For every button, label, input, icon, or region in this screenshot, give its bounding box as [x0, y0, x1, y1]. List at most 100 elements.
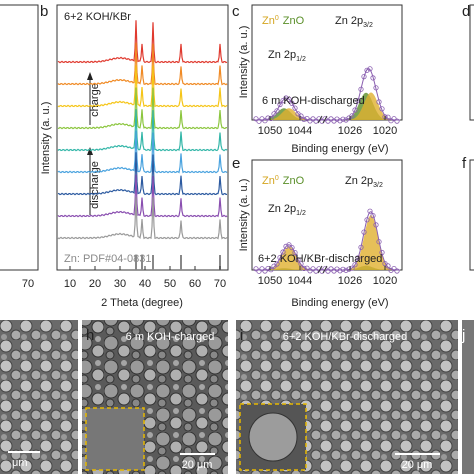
peak-label: Zn 2p3/2 [345, 175, 383, 189]
y-label: Intensity (a. u.) [238, 179, 250, 252]
panel-j: j [461, 320, 474, 474]
xps-point [301, 116, 307, 123]
xrd-curve [57, 174, 228, 218]
xps-point [292, 250, 298, 256]
xrd-curve [57, 152, 227, 196]
xps-point [355, 255, 361, 261]
xps-point [298, 261, 304, 267]
x-label: Binding energy (eV) [291, 297, 388, 309]
xps-point [379, 249, 385, 256]
xps-point [340, 266, 346, 272]
xps-point [385, 114, 391, 120]
x-tick-label: 50 [164, 278, 176, 290]
xps-component [255, 92, 400, 120]
xps-point [289, 100, 295, 107]
xps-point [271, 111, 277, 117]
xps-point [277, 101, 283, 108]
charge-label: charge [89, 83, 101, 117]
xps-point [358, 86, 364, 92]
xps-point [376, 239, 382, 245]
xps-point [337, 118, 343, 124]
annotation: 6+2 KOH/KBr [64, 11, 131, 23]
xps-point [274, 108, 280, 114]
xps-point [352, 262, 358, 268]
x-tick-label: 1044 [288, 125, 312, 137]
xps-point [367, 66, 373, 72]
xrd-curve [57, 87, 227, 130]
x-label: 2 Theta (degree) [101, 297, 183, 309]
x-label: Binding energy (eV) [291, 143, 388, 155]
xps-point [373, 85, 379, 91]
panel-d: d [462, 3, 474, 121]
xps-point [301, 265, 307, 271]
xps-point [361, 74, 367, 80]
axis-break [317, 265, 328, 274]
xps-point [292, 105, 298, 111]
xps-point [394, 268, 400, 274]
xps-point [262, 118, 268, 124]
panel-b: b 6+2 KOH/KBr Zn: PDF#04-0831 Intensity … [40, 3, 229, 309]
xps-point [304, 265, 310, 271]
xps-point [364, 67, 370, 73]
xps-point [370, 75, 376, 81]
xrd-curve [57, 42, 228, 86]
xps-point [376, 99, 382, 105]
y-label: Intensity (a. u.) [238, 26, 250, 99]
x-tick-label: 70 [214, 278, 226, 290]
x-tick-label: 60 [189, 278, 201, 290]
xps-point [268, 115, 274, 122]
panel-c: c Zn0 ZnO Zn 2p1/2 Zn 2p3/2 6 m KOH-disch… [232, 3, 403, 155]
axis-break [317, 115, 328, 124]
xps-point [343, 267, 349, 273]
x-tick-label: 1020 [373, 125, 397, 137]
xps-point [361, 229, 367, 235]
xrd-curve [57, 130, 228, 174]
x-tick-label: 1020 [373, 275, 397, 287]
panel-label: c [232, 3, 240, 20]
y-label: Intensity (a. u.) [40, 102, 52, 175]
xps-point [283, 95, 289, 101]
peak-label: Zn 2p3/2 [335, 15, 373, 29]
panel-label: i [240, 327, 243, 344]
panel-label: j [461, 327, 465, 344]
xps-point [352, 107, 358, 113]
annotation: 6+2 KOH/KBr-discharged [258, 253, 382, 265]
xps-point [385, 263, 391, 269]
xps-point [373, 222, 379, 228]
annotation: 6+2 KOH/KBr-discharged [283, 331, 407, 343]
xps-point [364, 217, 370, 223]
xps-point [349, 113, 355, 119]
xps-point [283, 243, 289, 249]
discharge-label: discharge [89, 161, 101, 209]
panel-f: f [462, 155, 474, 271]
panel-label: h [86, 327, 94, 344]
xps-component [255, 215, 400, 270]
xps-point [394, 118, 400, 124]
x-tick-label: 30 [114, 278, 126, 290]
tick-label: 70 [22, 278, 34, 290]
xps-component [255, 108, 400, 120]
xps-point [370, 213, 376, 219]
panel-label: d [462, 3, 470, 20]
xps-point [295, 257, 301, 263]
peak-label: Zn 2p1/2 [268, 49, 306, 63]
xps-point [346, 266, 352, 272]
xps-point [367, 208, 373, 214]
panel-g: μm [0, 320, 78, 474]
x-tick-label: 1026 [338, 275, 362, 287]
reference: Zn: PDF#04-0831 [64, 253, 151, 265]
xps-point [280, 98, 286, 104]
scale-label: 20 μm [182, 459, 213, 471]
xps-point [277, 255, 283, 261]
scale-label: 20 μm [402, 459, 433, 471]
xps-point [274, 261, 280, 267]
xrd-curve [57, 20, 228, 64]
legend: Zn0 ZnO [262, 15, 305, 27]
x-tick-label: 10 [64, 278, 76, 290]
xps-point [379, 106, 385, 112]
x-tick-label: 1050 [258, 275, 282, 287]
xps-point [298, 113, 304, 119]
x-tick-label: 40 [139, 278, 151, 290]
annotation: 6 m KOH-discharged [262, 95, 365, 107]
x-tick-label: 1044 [288, 275, 312, 287]
